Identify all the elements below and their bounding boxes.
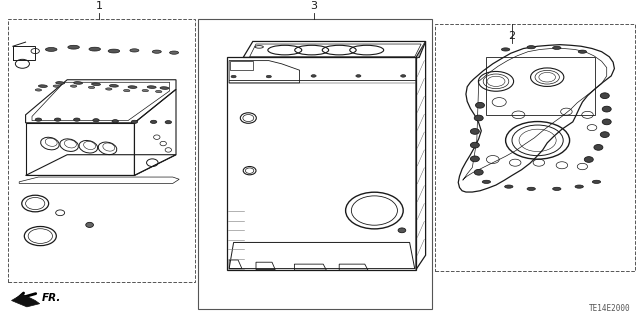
Ellipse shape bbox=[311, 75, 316, 77]
Bar bbox=[198, 19, 432, 309]
Ellipse shape bbox=[170, 51, 179, 54]
Ellipse shape bbox=[474, 115, 483, 121]
Text: TE14E2000: TE14E2000 bbox=[589, 304, 630, 313]
Ellipse shape bbox=[553, 46, 561, 49]
Ellipse shape bbox=[74, 118, 80, 121]
Ellipse shape bbox=[70, 85, 77, 87]
Ellipse shape bbox=[470, 129, 479, 134]
Ellipse shape bbox=[470, 156, 479, 162]
Ellipse shape bbox=[35, 89, 42, 91]
Ellipse shape bbox=[600, 93, 609, 99]
Text: 2: 2 bbox=[508, 32, 516, 41]
Ellipse shape bbox=[579, 50, 586, 53]
Ellipse shape bbox=[504, 185, 513, 188]
Ellipse shape bbox=[483, 180, 491, 183]
Ellipse shape bbox=[156, 90, 162, 93]
Ellipse shape bbox=[109, 85, 118, 87]
Ellipse shape bbox=[56, 82, 65, 84]
Ellipse shape bbox=[152, 50, 161, 53]
Ellipse shape bbox=[142, 89, 148, 92]
Ellipse shape bbox=[68, 45, 79, 49]
Ellipse shape bbox=[502, 48, 510, 51]
Ellipse shape bbox=[150, 120, 157, 123]
Ellipse shape bbox=[160, 87, 169, 89]
Ellipse shape bbox=[470, 142, 479, 148]
Ellipse shape bbox=[74, 82, 83, 84]
Ellipse shape bbox=[474, 169, 483, 175]
Ellipse shape bbox=[165, 121, 172, 124]
Bar bbox=[8, 19, 195, 282]
Ellipse shape bbox=[600, 132, 609, 137]
Ellipse shape bbox=[527, 187, 535, 190]
Ellipse shape bbox=[45, 48, 57, 51]
Text: 1: 1 bbox=[96, 1, 102, 11]
Polygon shape bbox=[12, 294, 40, 307]
Ellipse shape bbox=[124, 89, 130, 92]
Ellipse shape bbox=[38, 85, 47, 87]
Ellipse shape bbox=[231, 75, 236, 78]
Ellipse shape bbox=[93, 119, 99, 122]
Ellipse shape bbox=[266, 75, 271, 78]
Text: 3: 3 bbox=[310, 1, 317, 11]
Ellipse shape bbox=[112, 120, 118, 123]
Ellipse shape bbox=[476, 102, 484, 108]
Ellipse shape bbox=[553, 187, 561, 190]
Ellipse shape bbox=[602, 106, 611, 112]
Ellipse shape bbox=[92, 83, 100, 85]
Ellipse shape bbox=[527, 46, 535, 49]
Ellipse shape bbox=[130, 49, 139, 52]
Ellipse shape bbox=[356, 75, 361, 77]
Ellipse shape bbox=[88, 86, 95, 89]
Ellipse shape bbox=[53, 85, 60, 87]
Ellipse shape bbox=[398, 228, 406, 233]
Ellipse shape bbox=[131, 120, 138, 123]
Ellipse shape bbox=[86, 222, 93, 227]
Ellipse shape bbox=[575, 185, 584, 188]
Ellipse shape bbox=[593, 180, 600, 183]
Ellipse shape bbox=[128, 86, 137, 88]
Ellipse shape bbox=[89, 47, 100, 51]
Ellipse shape bbox=[54, 118, 61, 121]
Ellipse shape bbox=[147, 86, 156, 88]
Ellipse shape bbox=[401, 75, 406, 77]
Ellipse shape bbox=[108, 49, 120, 53]
Ellipse shape bbox=[584, 157, 593, 162]
Ellipse shape bbox=[602, 119, 611, 125]
Text: FR.: FR. bbox=[42, 293, 61, 303]
Bar bbox=[435, 24, 635, 271]
Ellipse shape bbox=[35, 118, 42, 121]
Ellipse shape bbox=[594, 145, 603, 150]
Ellipse shape bbox=[106, 88, 112, 90]
